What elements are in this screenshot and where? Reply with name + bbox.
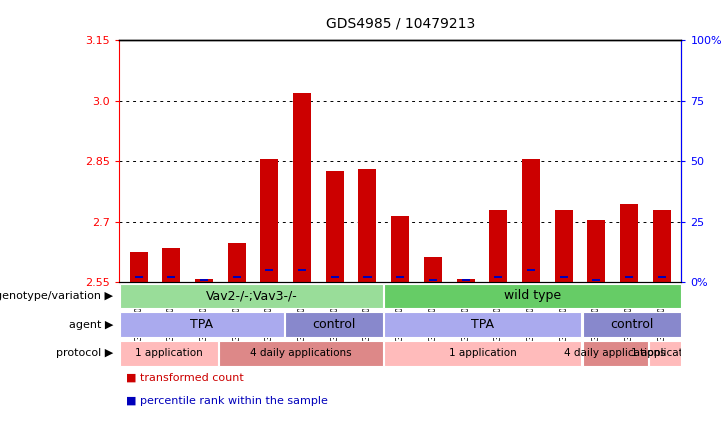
Bar <box>130 252 148 282</box>
Bar <box>649 341 681 366</box>
Text: control: control <box>610 318 653 331</box>
Text: genotype/variation ▶: genotype/variation ▶ <box>0 291 113 301</box>
Bar <box>135 276 143 278</box>
Text: 1 application: 1 application <box>135 349 203 358</box>
Bar <box>384 312 581 337</box>
Bar <box>592 279 601 281</box>
Bar <box>293 93 311 282</box>
Bar <box>233 276 241 278</box>
Bar <box>260 159 278 282</box>
Text: wild type: wild type <box>504 289 561 302</box>
Bar <box>396 276 404 278</box>
Bar <box>265 269 273 271</box>
Text: ■ percentile rank within the sample: ■ percentile rank within the sample <box>126 396 328 406</box>
Text: protocol ▶: protocol ▶ <box>56 349 113 358</box>
Text: TPA: TPA <box>472 318 495 331</box>
Bar <box>162 248 180 282</box>
Bar <box>490 209 508 282</box>
Bar <box>195 279 213 282</box>
Bar <box>583 312 681 337</box>
Bar <box>494 276 503 278</box>
Text: agent ▶: agent ▶ <box>68 320 113 330</box>
Bar <box>588 220 606 282</box>
Bar <box>326 171 344 282</box>
Bar <box>120 312 283 337</box>
Bar <box>331 276 339 278</box>
Text: 1 application: 1 application <box>449 349 517 358</box>
Text: 1 application: 1 application <box>631 349 699 358</box>
Bar <box>424 257 442 282</box>
Bar <box>120 283 383 308</box>
Bar <box>228 243 246 282</box>
Bar <box>219 341 383 366</box>
Bar <box>625 276 633 278</box>
Bar <box>527 269 535 271</box>
Bar <box>298 269 306 271</box>
Bar <box>583 341 647 366</box>
Bar <box>392 216 409 282</box>
Bar <box>363 276 371 278</box>
Text: ■ transformed count: ■ transformed count <box>126 372 244 382</box>
Bar <box>653 209 671 282</box>
Bar <box>658 276 665 278</box>
Bar <box>522 159 540 282</box>
Text: GDS4985 / 10479213: GDS4985 / 10479213 <box>325 17 475 31</box>
Bar <box>384 283 681 308</box>
Bar <box>461 279 469 281</box>
Bar <box>620 203 638 282</box>
Bar <box>384 341 581 366</box>
Text: control: control <box>312 318 355 331</box>
Bar <box>358 169 376 282</box>
Bar <box>200 279 208 281</box>
Text: 4 daily applications: 4 daily applications <box>565 349 666 358</box>
Bar <box>554 209 572 282</box>
Bar <box>285 312 383 337</box>
Bar <box>456 279 474 282</box>
Text: 4 daily applications: 4 daily applications <box>250 349 352 358</box>
Bar <box>559 276 567 278</box>
Bar <box>120 341 218 366</box>
Bar <box>429 279 437 281</box>
Bar <box>167 276 175 278</box>
Text: Vav2-/-;Vav3-/-: Vav2-/-;Vav3-/- <box>205 289 297 302</box>
Text: TPA: TPA <box>190 318 213 331</box>
